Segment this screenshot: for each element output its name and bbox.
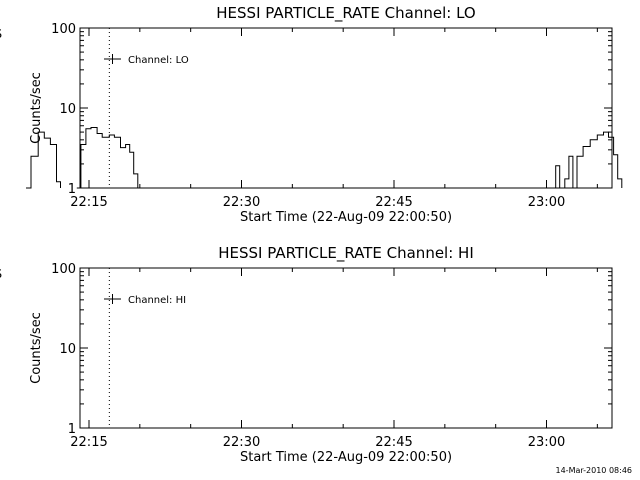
x-tick-label: 23:00 bbox=[528, 195, 565, 210]
y-tick-label: 1 bbox=[68, 182, 76, 197]
x-tick-label: 23:00 bbox=[528, 435, 565, 450]
chart-title: HESSI PARTICLE_RATE Channel: HI bbox=[218, 244, 474, 263]
y-axis-label: Counts/sec bbox=[29, 72, 44, 144]
chart-panel-1: HESSI PARTICLE_RATE Channel: HI 22:15 22:3… bbox=[0, 244, 613, 465]
event-marker-label: S bbox=[0, 27, 2, 41]
y-tick-label: 100 bbox=[51, 22, 76, 37]
x-tick-label: 22:15 bbox=[70, 435, 107, 450]
plot-frame bbox=[79, 27, 613, 189]
series-line bbox=[76, 127, 139, 189]
series-line bbox=[550, 131, 623, 189]
series-line bbox=[26, 131, 61, 189]
legend-label: Channel: HI bbox=[128, 295, 186, 306]
legend-label: Channel: LO bbox=[128, 55, 189, 66]
y-tick-label: 1 bbox=[68, 422, 76, 437]
chart-title: HESSI PARTICLE_RATE Channel: LO bbox=[216, 4, 475, 23]
x-tick-label: 22:45 bbox=[375, 195, 412, 210]
event-marker-label: S bbox=[0, 267, 2, 281]
chart-panel-0: HESSI PARTICLE_RATE Channel: LO 22:15 22:3… bbox=[0, 4, 623, 225]
y-tick-label: 10 bbox=[59, 102, 76, 117]
timestamp: 14-Mar-2010 08:46 bbox=[555, 466, 633, 475]
x-tick-label: 22:15 bbox=[70, 195, 107, 210]
y-axis-label: Counts/sec bbox=[29, 312, 44, 384]
x-tick-label: 22:30 bbox=[223, 195, 260, 210]
x-tick-label: 22:30 bbox=[223, 435, 260, 450]
y-tick-label: 10 bbox=[59, 342, 76, 357]
plot-frame bbox=[79, 267, 613, 429]
x-axis-label: Start Time (22-Aug-09 22:00:50) bbox=[240, 210, 452, 225]
x-tick-label: 22:45 bbox=[375, 435, 412, 450]
x-axis-label: Start Time (22-Aug-09 22:00:50) bbox=[240, 450, 452, 465]
y-tick-label: 100 bbox=[51, 262, 76, 277]
